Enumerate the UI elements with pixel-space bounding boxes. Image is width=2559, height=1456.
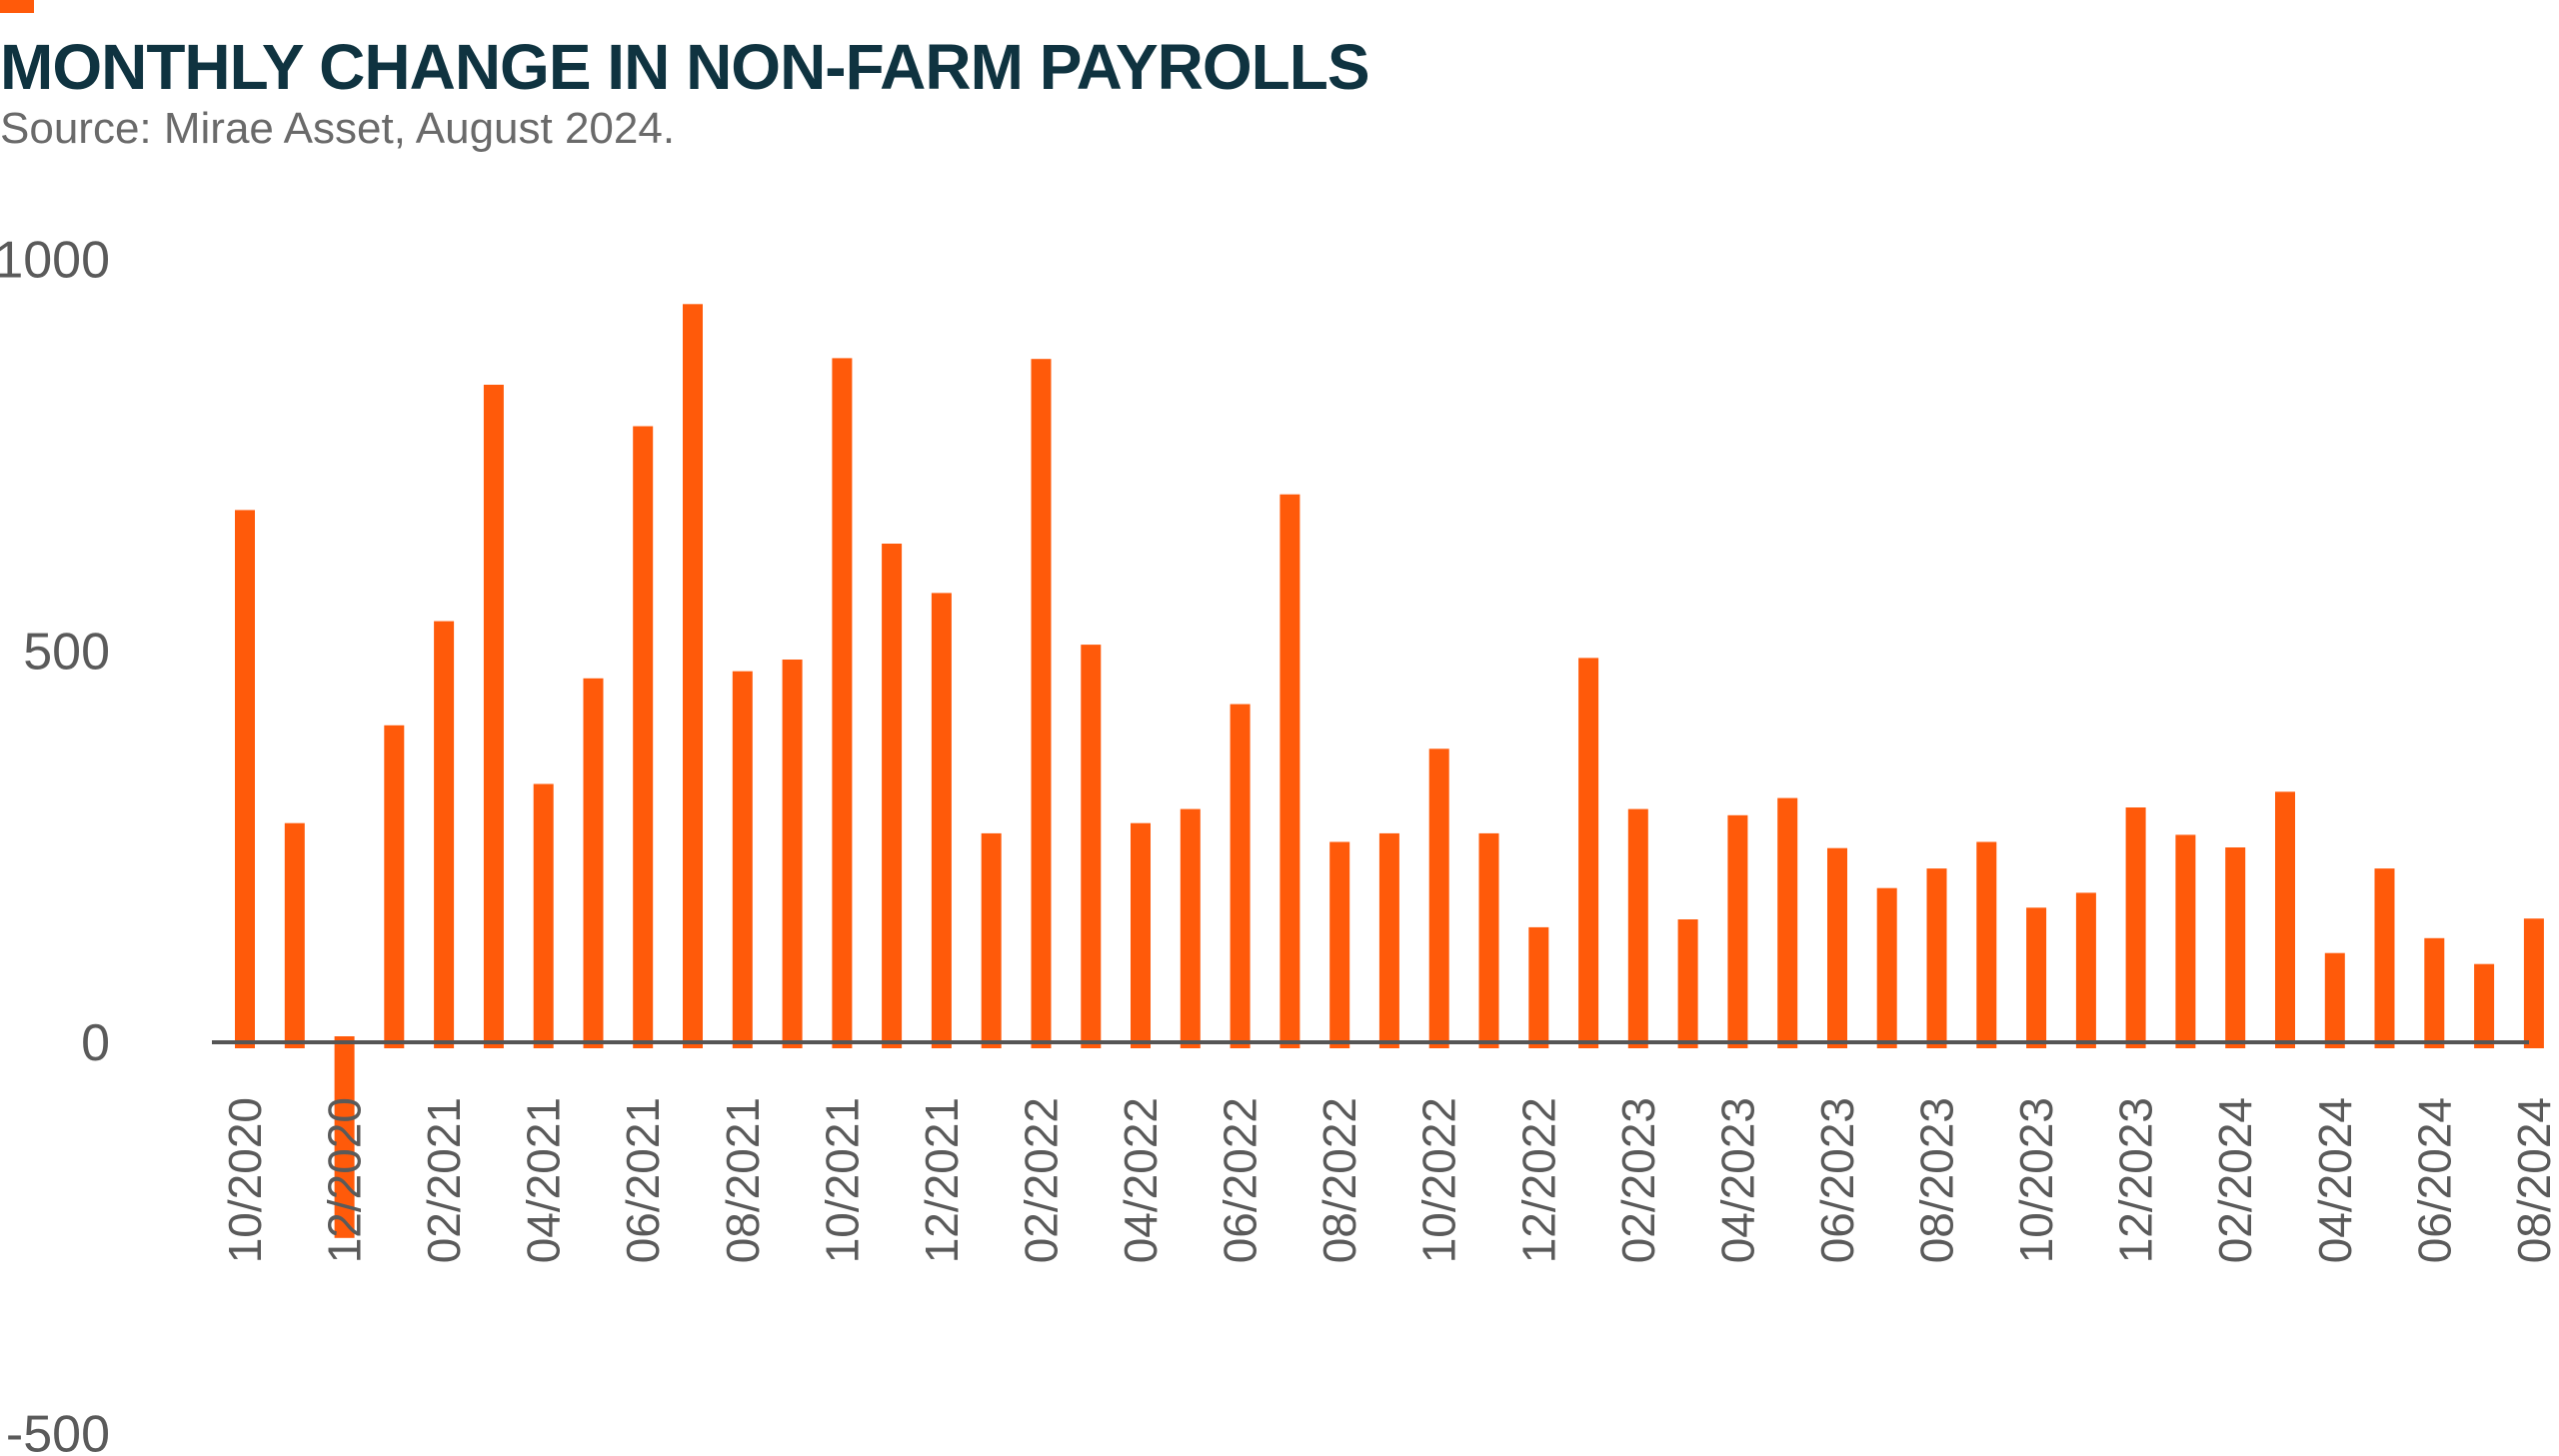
bar-12/2020 (334, 1036, 355, 1238)
bar-10/2023 (2026, 907, 2047, 1048)
x-tick-label: 08/2024 (2508, 1097, 2559, 1263)
bar-06/2022 (1230, 704, 1251, 1048)
bar-10/2022 (1428, 748, 1449, 1048)
bar-04/2022 (1131, 822, 1151, 1048)
bar-03/2023 (1677, 919, 1698, 1048)
bar-02/2023 (1627, 808, 1648, 1048)
x-tick-label: 10/2021 (816, 1097, 868, 1263)
bar-01/2021 (384, 725, 405, 1048)
bar-03/2022 (1081, 645, 1102, 1048)
y-tick-label: 0 (81, 1014, 110, 1072)
bar-07/2022 (1280, 494, 1300, 1048)
bars-group (235, 304, 2544, 1238)
y-axis-ticks: 1000 500 0 -500 (0, 232, 110, 1456)
bar-12/2021 (931, 593, 952, 1048)
bar-08/2022 (1329, 841, 1350, 1048)
bar-01/2022 (981, 832, 1002, 1048)
bar-10/2021 (832, 358, 853, 1048)
x-tick-label: 08/2022 (1313, 1097, 1365, 1263)
y-tick-label: -500 (6, 1406, 110, 1456)
x-tick-label: 04/2021 (518, 1097, 570, 1263)
x-tick-label: 02/2021 (418, 1097, 470, 1263)
x-tick-label: 04/2024 (2309, 1097, 2361, 1263)
x-tick-label: 08/2021 (717, 1097, 769, 1263)
x-tick-label: 02/2023 (1612, 1097, 1664, 1263)
bar-02/2021 (434, 621, 455, 1048)
bar-09/2021 (782, 660, 803, 1048)
bar-01/2024 (2175, 834, 2196, 1048)
bar-05/2024 (2374, 868, 2395, 1048)
bar-01/2023 (1578, 658, 1599, 1048)
y-tick-label: 1000 (0, 232, 110, 290)
bar-02/2022 (1031, 359, 1052, 1048)
bar-04/2023 (1727, 814, 1748, 1048)
bar-04/2021 (533, 783, 554, 1048)
bar-11/2023 (2075, 892, 2096, 1048)
x-tick-label: 04/2022 (1115, 1097, 1167, 1263)
bar-06/2024 (2424, 937, 2445, 1048)
bar-03/2021 (483, 385, 504, 1048)
bar-04/2024 (2324, 952, 2345, 1048)
x-tick-label: 12/2022 (1512, 1097, 1564, 1263)
bar-03/2024 (2275, 791, 2295, 1048)
bar-07/2024 (2474, 963, 2495, 1048)
bar-05/2022 (1180, 808, 1201, 1048)
x-tick-label: 10/2023 (2010, 1097, 2062, 1263)
x-tick-label: 02/2022 (1016, 1097, 1068, 1263)
bar-11/2020 (284, 822, 305, 1048)
x-tick-label: 04/2023 (1711, 1097, 1763, 1263)
title-accent-bar (0, 0, 34, 13)
x-tick-label: 06/2021 (617, 1097, 669, 1263)
bar-05/2021 (583, 678, 604, 1048)
bar-09/2022 (1378, 832, 1399, 1048)
chart-subtitle: Source: Mirae Asset, August 2024. (0, 104, 676, 153)
chart-title: MONTHLY CHANGE IN NON-FARM PAYROLLS (0, 31, 1370, 103)
bar-06/2021 (633, 426, 654, 1048)
bar-08/2021 (732, 671, 753, 1048)
x-tick-label: 12/2021 (916, 1097, 968, 1263)
bar-08/2024 (2523, 918, 2544, 1048)
x-tick-label: 06/2022 (1215, 1097, 1267, 1263)
x-tick-label: 12/2023 (2110, 1097, 2162, 1263)
bar-10/2020 (235, 510, 255, 1048)
x-tick-label: 06/2024 (2408, 1097, 2460, 1263)
bar-11/2022 (1478, 832, 1499, 1048)
x-tick-label: 06/2023 (1811, 1097, 1863, 1263)
x-tick-label: 08/2023 (1911, 1097, 1963, 1263)
bar-08/2023 (1926, 868, 1947, 1048)
bar-05/2023 (1777, 797, 1798, 1048)
bar-12/2023 (2125, 807, 2146, 1048)
bar-02/2024 (2225, 847, 2246, 1048)
bar-12/2022 (1528, 926, 1549, 1048)
x-axis-ticks: 10/2020 12/2020 02/2021 04/2021 06/2021 08/20… (219, 1097, 2559, 1263)
bar-07/2021 (683, 304, 703, 1048)
x-tick-label: 10/2020 (219, 1097, 271, 1263)
bar-06/2023 (1827, 847, 1847, 1048)
x-tick-label: 02/2024 (2209, 1097, 2261, 1263)
x-tick-label: 10/2022 (1413, 1097, 1465, 1263)
bar-07/2023 (1876, 887, 1897, 1048)
bar-11/2021 (882, 544, 903, 1048)
x-tick-label: 12/2020 (319, 1097, 371, 1263)
bar-09/2023 (1976, 841, 1997, 1048)
y-tick-label: 500 (23, 623, 110, 681)
